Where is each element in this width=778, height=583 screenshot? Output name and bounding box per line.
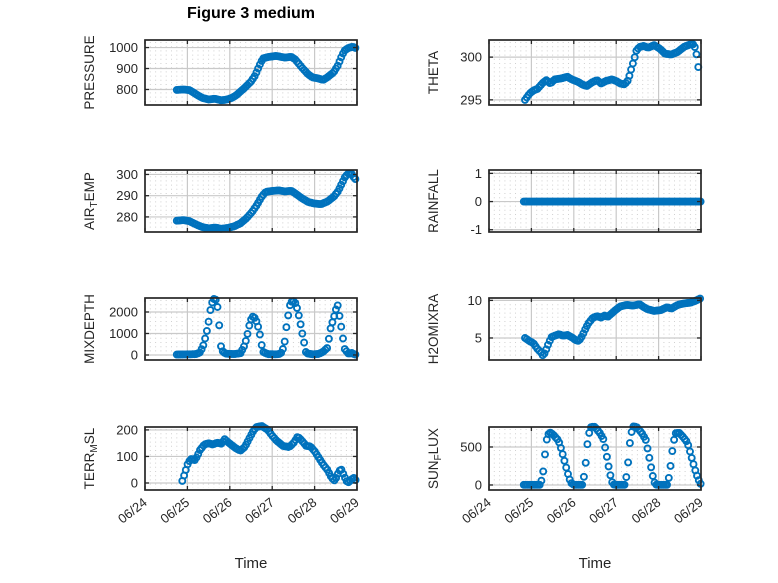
subplot-air-temp: 280 290 300 AIRTEMP [50, 154, 371, 258]
plot-area-pressure: 800 900 1000 PRESSURE [82, 35, 360, 110]
subplot-rainfall: -1 0 1 RAINFALL [394, 154, 715, 258]
y-tick-label: 0 [475, 194, 482, 209]
y-tick-label: 2000 [109, 304, 138, 319]
x-tick-label: 06/24 [459, 495, 494, 527]
plot-area-mixdepth: 0 1000 2000 MIXDEPTH [82, 294, 360, 364]
y-axis-label: H2OMIXRA [426, 294, 441, 365]
x-tick-label: 06/27 [586, 495, 621, 527]
data-points [172, 295, 360, 359]
y-tick-label: 1000 [109, 40, 138, 55]
plot-area-rainfall: -1 0 1 RAINFALL [426, 166, 705, 237]
x-tick-label: 06/25 [501, 495, 536, 527]
y-tick-label: 1 [475, 166, 482, 181]
y-axis-label: AIRTEMP [82, 172, 100, 230]
axes-box [488, 297, 702, 361]
y-tick-label: 5 [475, 330, 482, 345]
y-tick-label: 0 [475, 477, 482, 492]
subplot-h2omixra: 5 10 H2OMIXRA [394, 282, 715, 386]
data-points [178, 422, 360, 487]
data-points [519, 197, 705, 206]
minor-grid [149, 429, 353, 488]
x-tick-label: 06/26 [200, 495, 235, 527]
subplot-sun-flux: 0 500 SUNFLUX 06/24 06/25 06/26 06/27 06/28 06/2… [394, 411, 715, 583]
y-axis-label: MIXDEPTH [82, 294, 97, 364]
plot-area-terr-msl: 0 100 200 TERRMSL 06/24 06/25 06/26 06/27 06/28 0… [82, 422, 362, 572]
subplot-mixdepth: 0 1000 2000 MIXDEPTH [50, 282, 371, 386]
y-tick-label: 100 [116, 449, 138, 464]
subplot-terr-msl: 0 100 200 TERRMSL 06/24 06/25 06/26 06/27 06/28 0… [50, 411, 371, 583]
data-points [172, 43, 360, 105]
x-tick-label: 06/29 [671, 495, 706, 527]
y-tick-label: 0 [131, 347, 138, 362]
y-tick-label: 295 [460, 92, 482, 107]
plot-area-theta: 295 300 THETA [426, 39, 703, 107]
y-tick-label: 280 [116, 209, 138, 224]
data-points [519, 422, 705, 489]
y-tick-label: 200 [116, 422, 138, 437]
x-tick-label: 06/29 [327, 495, 362, 527]
plot-area-h2omixra: 5 10 H2OMIXRA [426, 293, 705, 365]
axes-box [144, 169, 358, 233]
x-tick-label: 06/27 [242, 495, 277, 527]
axes-box [144, 39, 358, 106]
y-tick-label: 10 [468, 293, 482, 308]
minor-grid [149, 42, 353, 103]
y-tick-label: 500 [460, 439, 482, 454]
axes-box [488, 39, 702, 106]
x-axis-label: Time [579, 555, 612, 572]
y-tick-label: 300 [460, 50, 482, 65]
axes-box [488, 169, 702, 233]
y-tick-label: 0 [131, 475, 138, 490]
axes-box [144, 426, 358, 491]
data-points [521, 40, 703, 104]
y-tick-label: -1 [470, 222, 482, 237]
x-tick-label: 06/28 [629, 495, 664, 527]
y-tick-label: 800 [116, 82, 138, 97]
x-tick-label: 06/26 [544, 495, 579, 527]
y-axis-label: TERRMSL [82, 427, 100, 489]
major-grid [489, 40, 701, 105]
x-tick-label: 06/28 [285, 495, 320, 527]
subplot-pressure: 800 900 1000 PRESSURE [50, 24, 371, 131]
y-tick-label: 900 [116, 61, 138, 76]
axes-box [144, 297, 358, 361]
x-axis-label: Time [235, 555, 268, 572]
figure-title: Figure 3 medium [186, 5, 316, 22]
minor-grid [493, 42, 697, 103]
y-axis-label: PRESSURE [82, 35, 97, 109]
data-points [172, 169, 360, 233]
y-axis-label: SUNFLUX [426, 428, 444, 489]
plot-area-air-temp: 280 290 300 AIRTEMP [82, 167, 360, 233]
minor-grid [493, 429, 697, 488]
y-tick-label: 300 [116, 167, 138, 182]
plot-area-sun-flux: 0 500 SUNFLUX 06/24 06/25 06/26 06/27 06/28 06/2… [426, 422, 706, 572]
y-axis-label: RAINFALL [426, 169, 441, 233]
subplot-theta: 295 300 THETA [394, 24, 715, 131]
y-axis-label: THETA [426, 51, 441, 94]
y-tick-label: 1000 [109, 326, 138, 341]
axes-box [488, 426, 702, 491]
y-tick-label: 290 [116, 188, 138, 203]
x-tick-label: 06/24 [115, 495, 150, 527]
major-grid [145, 40, 357, 105]
x-tick-label: 06/25 [157, 495, 192, 527]
data-points [521, 294, 705, 360]
